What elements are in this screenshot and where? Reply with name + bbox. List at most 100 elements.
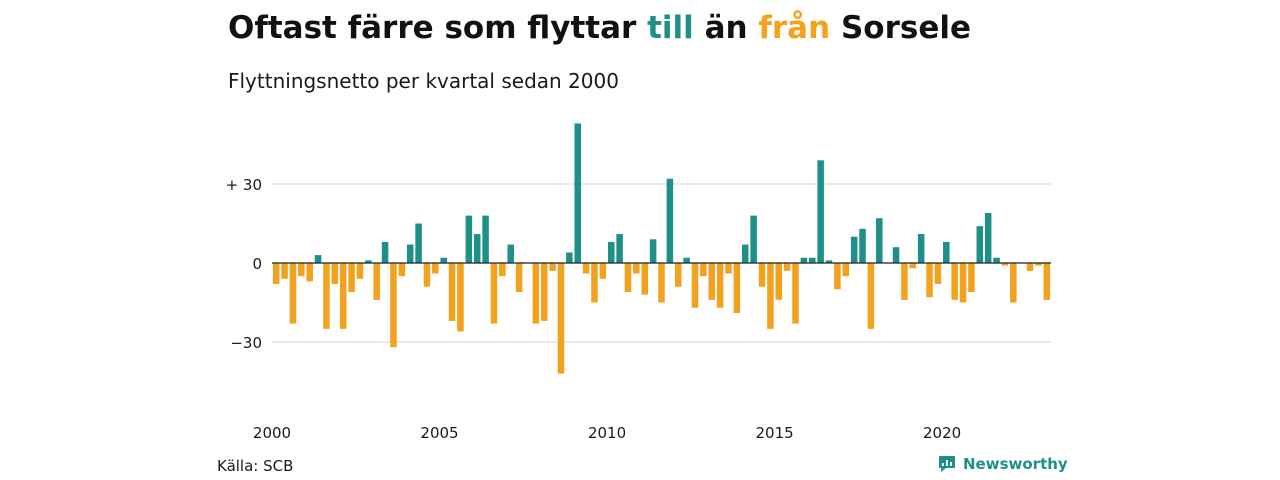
- bar-2000-k3: [289, 263, 297, 324]
- title-fran-word: från: [758, 10, 831, 46]
- bar-2007-k1: [507, 244, 514, 263]
- bar-2013-k3: [725, 263, 732, 274]
- bar-2021-k1: [976, 226, 984, 263]
- bar-2015-k3: [792, 263, 799, 324]
- bar-2001-k4: [331, 263, 339, 285]
- bar-2006-k4: [499, 263, 506, 277]
- bar-2004-k3: [423, 263, 431, 287]
- bar-2008-k1: [540, 263, 548, 321]
- bar-2005-k4: [465, 215, 473, 263]
- x-tick-label: 2005: [420, 424, 458, 442]
- bar-2008-k2: [549, 263, 556, 271]
- bar-2020-k3: [959, 263, 967, 303]
- bar-2017-k2: [850, 236, 858, 263]
- bar-2011-k3: [658, 263, 665, 303]
- bar-2000-k1: [272, 263, 280, 285]
- bar-2014-k4: [767, 263, 774, 329]
- bar-2018-k4: [901, 263, 908, 300]
- bar-2012-k2: [683, 257, 690, 263]
- bar-2015-k2: [783, 263, 791, 271]
- bar-2014-k3: [758, 263, 766, 287]
- title-part-2: än: [693, 10, 759, 46]
- bar-2000-k2: [281, 263, 288, 279]
- bar-2002-k4: [365, 260, 372, 263]
- y-tick-label: + 30: [226, 176, 262, 194]
- bar-2010-k1: [607, 241, 615, 263]
- bar-2013-k4: [733, 263, 741, 314]
- newsworthy-logo-icon: [939, 456, 955, 472]
- bar-2022-k3: [1026, 263, 1034, 271]
- bar-2021-k2: [984, 212, 992, 263]
- bar-2010-k4: [633, 263, 640, 274]
- bar-2014-k1: [742, 244, 749, 263]
- bar-2011-k1: [641, 263, 649, 295]
- title-part-3: Sorsele: [830, 10, 971, 46]
- bar-2002-k1: [339, 263, 347, 329]
- bar-2011-k4: [666, 178, 674, 263]
- bar-2000-k4: [298, 263, 305, 277]
- bar-2008-k4: [566, 252, 573, 263]
- bar-2002-k2: [348, 263, 355, 292]
- source-note: Källa: SCB: [217, 457, 294, 475]
- bar-2022-k4: [1035, 263, 1042, 266]
- bar-2006-k2: [482, 215, 489, 263]
- bar-2005-k2: [448, 263, 456, 321]
- bar-2007-k4: [532, 263, 540, 324]
- bar-2004-k1: [406, 244, 414, 263]
- bar-2016-k2: [817, 160, 824, 263]
- bar-2014-k2: [750, 215, 757, 263]
- x-axis-ticks: 2000 2005 2010 2015 2020: [253, 424, 961, 442]
- brand-name: Newsworthy: [963, 455, 1068, 473]
- chart-title: Oftast färre som flyttar till än från So…: [228, 6, 971, 50]
- title-till-word: till: [647, 10, 694, 46]
- bar-2018-k1: [876, 218, 883, 263]
- bar-2002-k3: [356, 263, 364, 279]
- bar-2012-k3: [691, 263, 699, 308]
- bar-2020-k4: [968, 263, 975, 292]
- grid-lines: [272, 183, 1051, 343]
- bar-2003-k1: [373, 263, 380, 300]
- bar-2015-k4: [800, 257, 808, 263]
- bar-2005-k3: [457, 263, 464, 332]
- bar-2019-k2: [917, 234, 925, 263]
- bar-2015-k1: [775, 263, 783, 300]
- bar-2013-k2: [716, 263, 724, 308]
- chart-subtitle: Flyttningsnetto per kvartal sedan 2000: [228, 69, 619, 93]
- bar-2007-k2: [515, 263, 523, 292]
- bar-2009-k1: [574, 123, 581, 264]
- bar-2013-k1: [708, 263, 716, 300]
- bar-2003-k2: [381, 241, 389, 263]
- bar-2004-k2: [415, 223, 422, 263]
- bar-2019-k4: [934, 263, 942, 285]
- bar-2009-k3: [591, 263, 598, 303]
- bar-2011-k2: [649, 239, 657, 263]
- y-tick-label: 0: [252, 255, 262, 273]
- bar-2001-k2: [314, 255, 322, 263]
- title-part-1: Oftast färre som flyttar: [228, 10, 648, 46]
- bar-2009-k2: [582, 263, 590, 274]
- bar-2019-k3: [926, 263, 933, 298]
- bar-2012-k4: [700, 263, 707, 277]
- bar-chart: + 30 0 −30 2000 2005 2010 2015 2020: [226, 123, 1051, 442]
- bar-2023-k1: [1043, 263, 1051, 300]
- bar-2021-k4: [1001, 263, 1009, 266]
- x-tick-label: 2010: [588, 424, 626, 442]
- x-tick-label: 2000: [253, 424, 291, 442]
- bar-2006-k1: [473, 234, 481, 263]
- y-axis-ticks: + 30 0 −30: [226, 176, 262, 352]
- bar-2016-k3: [825, 260, 833, 263]
- brand-logo: Newsworthy: [937, 454, 1068, 474]
- bars: [272, 123, 1051, 374]
- bar-2008-k3: [557, 263, 565, 374]
- bar-2017-k3: [859, 228, 866, 263]
- bar-2017-k4: [867, 263, 875, 329]
- bar-2001-k3: [323, 263, 330, 329]
- y-tick-label: −30: [230, 334, 262, 352]
- bar-2004-k4: [432, 263, 439, 274]
- bar-2021-k3: [993, 257, 1000, 263]
- bar-2016-k4: [834, 263, 841, 290]
- bar-2020-k1: [943, 241, 950, 263]
- bar-2005-k1: [440, 257, 447, 263]
- x-tick-label: 2015: [755, 424, 793, 442]
- bar-2012-k1: [674, 263, 682, 287]
